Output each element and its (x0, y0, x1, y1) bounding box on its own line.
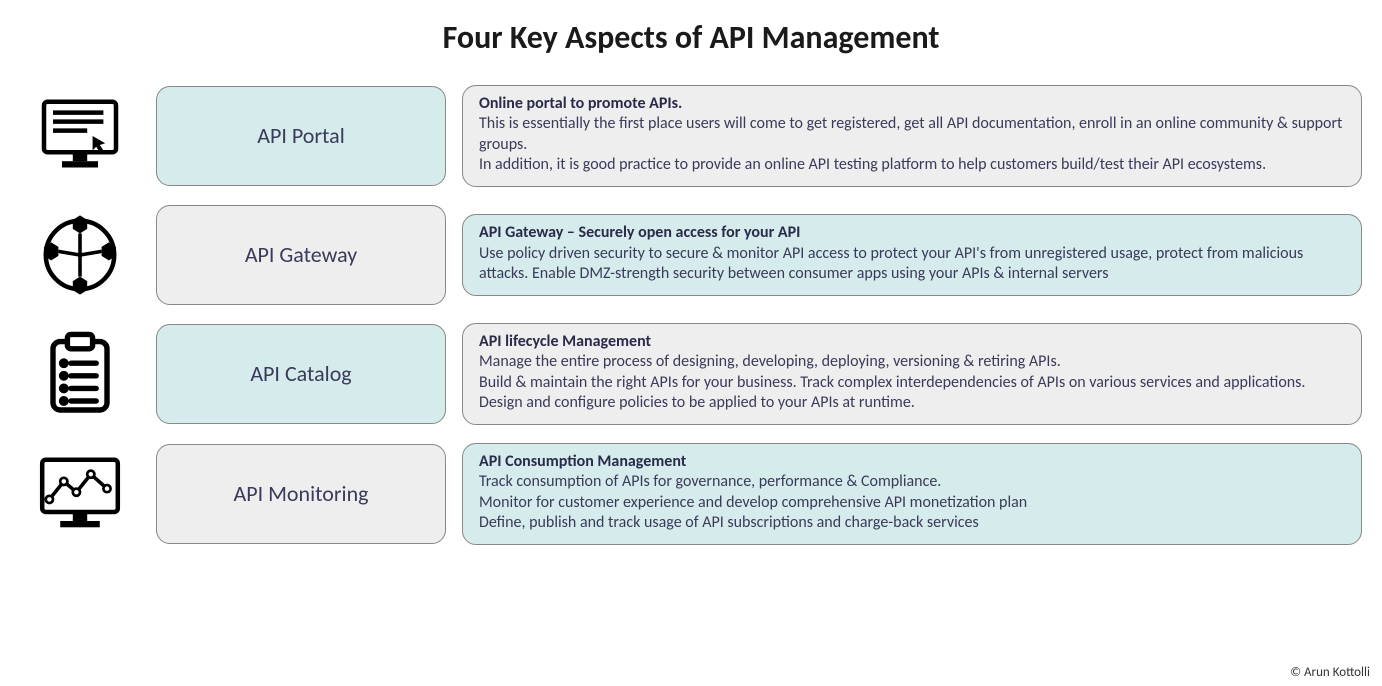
icon-cell (20, 449, 140, 539)
aspect-row: API PortalOnline portal to promote APIs.… (20, 85, 1362, 187)
aspect-row: API MonitoringAPI Consumption Management… (20, 443, 1362, 545)
page-title: Four Key Aspects of API Management (0, 18, 1382, 57)
label-box: API Portal (156, 86, 446, 186)
clipboard-list-icon (35, 329, 125, 419)
description-body: Manage the entire process of designing, … (479, 352, 1345, 413)
label-box: API Catalog (156, 324, 446, 424)
description-box: API lifecycle ManagementManage the entir… (462, 323, 1362, 425)
icon-cell (20, 210, 140, 300)
description-box: API Gateway – Securely open access for y… (462, 214, 1362, 295)
description-heading: Online portal to promote APIs. (479, 94, 1345, 114)
label-box: API Gateway (156, 205, 446, 305)
description-heading: API Consumption Management (479, 452, 1345, 472)
attribution: © Arun Kottolli (1290, 665, 1370, 680)
monitor-graph-icon (35, 449, 125, 539)
description-box: API Consumption ManagementTrack consumpt… (462, 443, 1362, 545)
rows-container: API PortalOnline portal to promote APIs.… (0, 85, 1382, 545)
icon-cell (20, 91, 140, 181)
monitor-lines-icon (35, 91, 125, 181)
description-box: Online portal to promote APIs.This is es… (462, 85, 1362, 187)
description-body: Use policy driven security to secure & m… (479, 244, 1345, 285)
description-body: Track consumption of APIs for governance… (479, 472, 1345, 533)
description-body: This is essentially the first place user… (479, 114, 1345, 175)
description-heading: API lifecycle Management (479, 332, 1345, 352)
network-hex-icon (35, 210, 125, 300)
aspect-row: API Gateway API Gateway – Securely open a… (20, 205, 1362, 305)
label-box: API Monitoring (156, 444, 446, 544)
aspect-row: API CatalogAPI lifecycle ManagementManag… (20, 323, 1362, 425)
description-heading: API Gateway – Securely open access for y… (479, 223, 1345, 243)
icon-cell (20, 329, 140, 419)
